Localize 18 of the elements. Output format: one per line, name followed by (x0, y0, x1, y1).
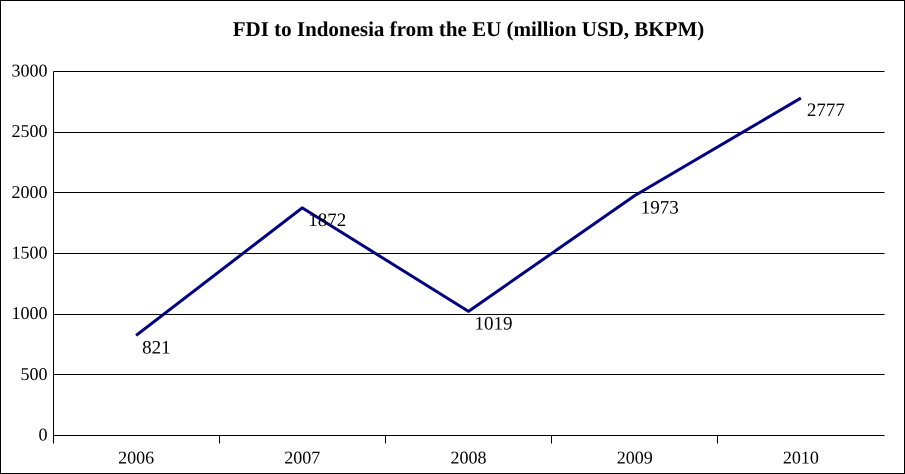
y-tick-label: 2000 (12, 182, 48, 202)
data-label: 1973 (640, 198, 679, 219)
data-label: 821 (142, 337, 171, 358)
x-tick-label: 2006 (118, 448, 154, 468)
line-series (134, 96, 802, 337)
chart-title: FDI to Indonesia from the EU (million USD, BKPM) (232, 17, 704, 41)
y-tick-label: 1500 (12, 242, 48, 262)
x-tick-label: 2010 (782, 448, 819, 468)
y-tick-label: 1000 (12, 303, 48, 324)
x-tick-label: 2009 (616, 448, 653, 468)
y-tick-label: 3000 (12, 60, 48, 80)
x-tick-label: 2008 (450, 448, 486, 468)
data-label: 2777 (806, 100, 845, 122)
x-tick-label: 2007 (284, 448, 320, 468)
y-tick-label: 2500 (12, 121, 48, 142)
data-label: 1019 (474, 313, 512, 334)
y-tick-label: 0 (38, 424, 48, 444)
y-tick-label: 500 (20, 364, 48, 384)
